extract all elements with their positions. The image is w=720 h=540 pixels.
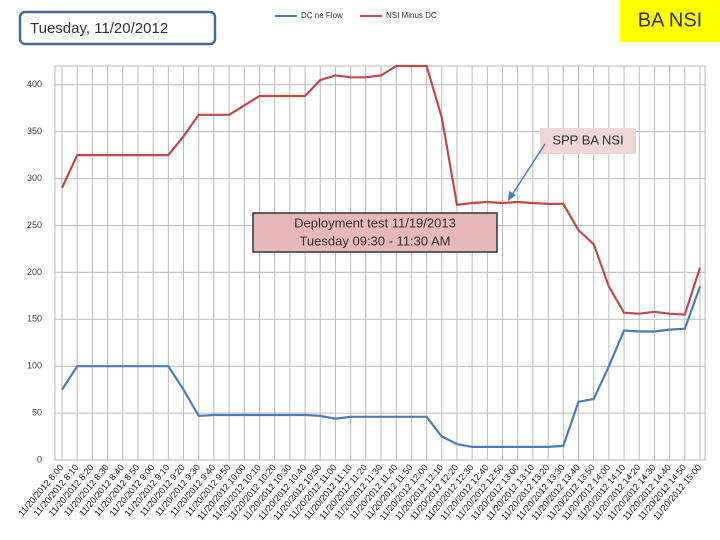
y-tick-label: 50 [32,407,42,417]
y-tick-label: 250 [27,220,42,230]
legend-label: DC ne Flow [301,11,343,20]
series-line [61,286,702,448]
legend-label: NSI Minus DC [386,11,437,20]
date-label: Tuesday, 11/20/2012 [30,20,168,37]
callout-arrowhead [508,191,516,201]
note-line: Tuesday 09:30 - 11:30 AM [299,233,450,248]
date-box [18,10,217,46]
callout-box [540,128,636,154]
y-tick-label: 200 [27,267,42,277]
callout-label: SPP BA NSI [552,132,623,147]
y-tick-label: 400 [27,79,42,89]
y-tick-label: 150 [27,314,42,324]
y-tick-label: 300 [27,173,42,183]
y-tick-label: 100 [27,361,42,371]
callout-arrow [509,143,546,199]
note-line: Deployment test 11/19/2013 [294,215,456,230]
note-box [252,212,498,253]
series-line [61,64,702,316]
y-tick-label: 350 [27,126,42,136]
badge-label: BA NSI [638,9,702,31]
badge-box [620,0,720,42]
y-tick-label: 0 [37,454,42,464]
